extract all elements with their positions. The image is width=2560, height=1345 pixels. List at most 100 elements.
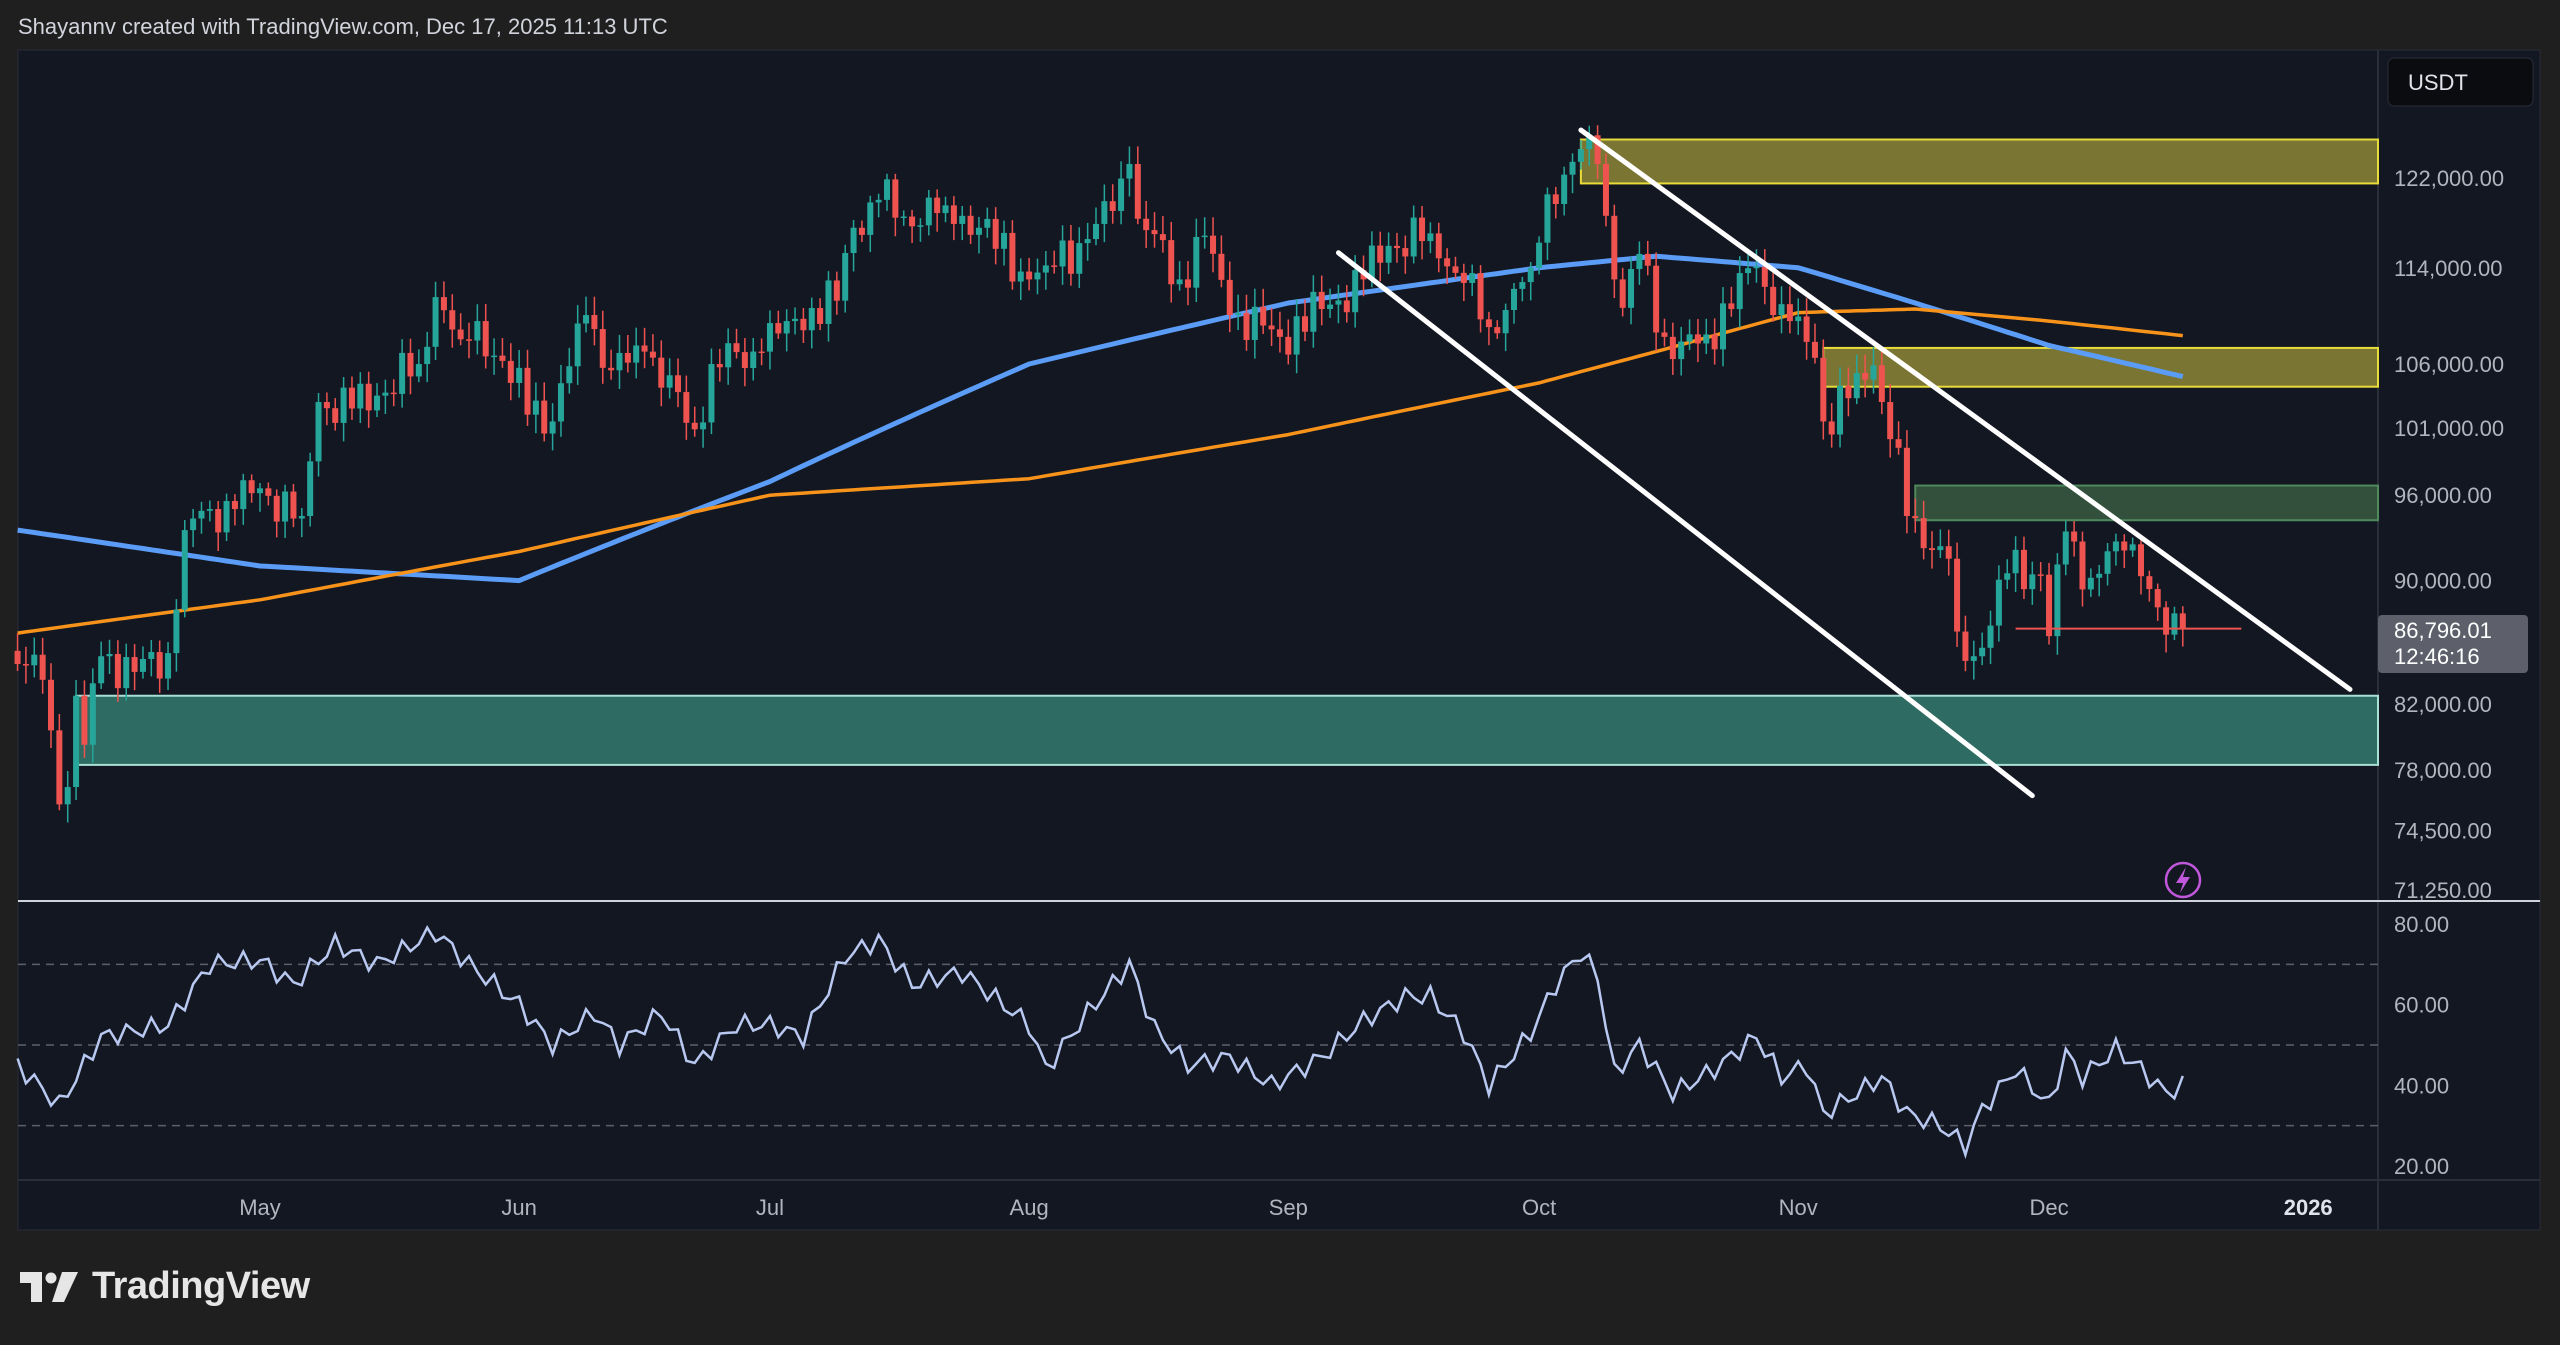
candle — [1001, 220, 1008, 266]
candle — [323, 392, 330, 426]
channel-trendline[interactable] — [1335, 250, 2035, 799]
candle-body — [666, 375, 673, 388]
candle-body — [733, 343, 740, 353]
candle-body — [340, 387, 347, 423]
candle — [1435, 222, 1442, 273]
candle-body — [1527, 267, 1534, 283]
candle-body — [415, 364, 422, 377]
candle-body — [649, 351, 656, 358]
candle — [1544, 187, 1551, 261]
candle-body — [1477, 273, 1484, 320]
candle — [1602, 153, 1609, 227]
candle — [273, 489, 280, 538]
candle — [867, 195, 874, 253]
candle-body — [1820, 357, 1827, 422]
candle-body — [1552, 194, 1559, 205]
candle-body — [64, 787, 71, 805]
candle-body — [491, 355, 498, 358]
candle — [549, 403, 556, 451]
candle-body — [1703, 334, 1710, 344]
price-axis[interactable]: 122,000.00 114,000.00 106,000.00 101,000.00… — [2394, 166, 2504, 903]
candle-body — [1795, 316, 1802, 322]
supply_zone — [1579, 138, 2379, 185]
candle — [432, 281, 439, 360]
candle-body — [1778, 304, 1785, 316]
candle — [1895, 421, 1902, 455]
lightning-icon[interactable] — [2164, 861, 2202, 899]
price-tick-label: 122,000.00 — [2394, 166, 2504, 191]
candle-body — [909, 216, 916, 227]
time-axis[interactable]: May Jun Jul Aug Sep Oct Nov Dec 2026 — [239, 1195, 2332, 1220]
candle-body — [223, 501, 230, 533]
candle — [1920, 500, 1927, 560]
candle-body — [1226, 279, 1233, 316]
last-price-value: 86,796.01 — [2394, 618, 2492, 643]
candle — [808, 297, 815, 349]
candle — [1519, 276, 1526, 302]
trendlines[interactable] — [1335, 127, 2353, 799]
candle — [1477, 265, 1484, 333]
candle-body — [1067, 240, 1074, 274]
candle-body — [725, 343, 732, 368]
candle — [1979, 632, 1986, 666]
candle-body — [114, 654, 121, 689]
channel-trendline[interactable] — [1578, 127, 2353, 692]
candle — [2029, 561, 2036, 605]
candle-body — [1460, 272, 1467, 283]
candle-body — [641, 345, 648, 352]
currency-button[interactable] — [2387, 57, 2534, 107]
candle-body — [2087, 577, 2094, 590]
candle — [2163, 601, 2170, 653]
candle-body — [1268, 325, 1275, 330]
candle — [1460, 263, 1467, 302]
candle-body — [449, 310, 456, 330]
candle — [231, 494, 238, 526]
candle-body — [1995, 579, 2002, 626]
candle-body — [106, 654, 113, 657]
candle — [14, 633, 21, 671]
currency-label: USDT — [2408, 70, 2468, 95]
candle-body — [583, 315, 590, 324]
candle — [399, 339, 406, 408]
candle — [2062, 520, 2069, 576]
candle-body — [2121, 541, 2128, 551]
candle — [48, 663, 54, 749]
rsi-tick-label: 40.00 — [2394, 1073, 2449, 1098]
candle-body — [616, 352, 623, 371]
candle — [1586, 125, 1593, 167]
candle — [700, 406, 707, 448]
candle — [1669, 322, 1676, 375]
rsi-tick-label: 60.00 — [2394, 993, 2449, 1018]
candle-body — [139, 658, 146, 672]
candle-body — [967, 215, 974, 235]
time-tick-label: May — [239, 1195, 281, 1220]
candle-body — [1444, 258, 1451, 267]
tradingview-logo[interactable]: TradingView — [20, 1265, 310, 1308]
candle-body — [808, 308, 815, 331]
candle-body — [1728, 303, 1735, 310]
candle-body — [858, 227, 865, 235]
candle-body — [1954, 558, 1961, 632]
candle-body — [148, 652, 155, 659]
candle-body — [541, 400, 548, 434]
candle-body — [984, 218, 991, 228]
time-tick-label: Dec — [2029, 1195, 2068, 1220]
candle — [892, 173, 899, 237]
candle-body — [198, 510, 205, 519]
candle — [1937, 529, 1944, 558]
candle-body — [156, 652, 163, 679]
candle — [1628, 256, 1635, 325]
candle-body — [332, 408, 339, 423]
candle-body — [942, 205, 949, 214]
candle-body — [2163, 607, 2170, 635]
candle-body — [608, 367, 615, 371]
candle — [616, 334, 623, 389]
time-tick-label: Oct — [1522, 1195, 1556, 1220]
candle-body — [1970, 656, 1977, 661]
candle-body — [1352, 270, 1359, 313]
candle — [557, 364, 564, 437]
candle — [1276, 311, 1283, 353]
candle-body — [1001, 232, 1008, 249]
candle-body — [1017, 271, 1024, 282]
